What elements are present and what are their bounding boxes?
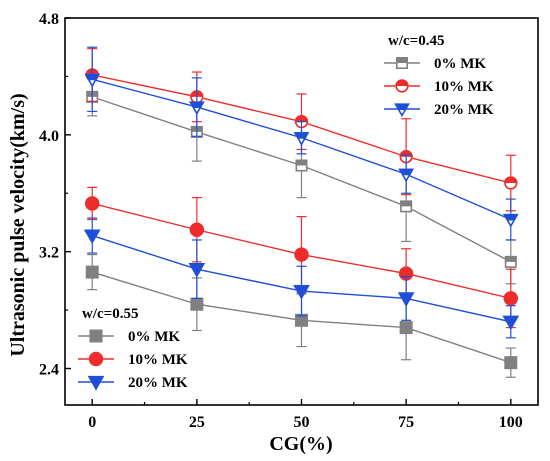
y-tick-label: 4.8 [39, 11, 59, 28]
data-point [398, 168, 415, 183]
legend-label: 20% MK [128, 375, 188, 391]
y-tick-label: 2.4 [39, 361, 59, 378]
data-point [502, 213, 519, 228]
legend-title: w/c=0.45 [388, 33, 444, 49]
x-tick-label: 0 [88, 414, 96, 431]
data-point [294, 247, 309, 262]
y-tick-label: 3.2 [39, 245, 59, 262]
data-point [399, 321, 413, 335]
data-point [188, 263, 206, 278]
x-axis-label: CG(%) [269, 433, 332, 455]
legend-item: 10% MK [384, 79, 494, 95]
legend-marker [395, 56, 408, 69]
data-point [84, 73, 101, 88]
legend-item: 0% MK [78, 329, 180, 345]
data-point [189, 222, 205, 237]
data-point [504, 356, 518, 370]
legend-label: 20% MK [434, 102, 494, 118]
legend-item: 20% MK [384, 102, 494, 118]
series-wc055-20mk [83, 217, 520, 339]
series-wc045-20mk [84, 46, 519, 241]
legend-label: 0% MK [434, 56, 486, 72]
legend-item: 0% MK [384, 56, 486, 72]
data-point [190, 297, 204, 311]
legends: w/c=0.45 0% MK 10% MK 20% MK w/c=0.55 0% MK 10… [78, 33, 494, 391]
legend-item: 20% MK [78, 375, 188, 391]
data-point [85, 265, 99, 279]
data-point [293, 284, 310, 300]
series-wc055-0mk [85, 253, 518, 378]
x-tick-label: 75 [398, 414, 414, 431]
y-tick-label: 4.0 [39, 128, 59, 145]
data-point [503, 291, 519, 306]
legend-wc055: w/c=0.55 0% MK 10% MK 20% MK [78, 306, 188, 391]
legend-item: 10% MK [78, 351, 188, 368]
data-point [84, 196, 100, 211]
legend-label: 10% MK [128, 352, 188, 368]
data-point [502, 315, 520, 331]
data-point [293, 132, 310, 146]
data-point [83, 229, 101, 245]
axes: 0 25 50 75 100 2.4 3.2 4.0 4.8 [39, 11, 539, 431]
legend-marker [89, 329, 103, 343]
data-point [188, 101, 205, 116]
legend-marker [87, 375, 105, 391]
data-point [295, 159, 308, 172]
legend-label: 0% MK [128, 329, 180, 345]
x-tick-label: 25 [189, 414, 205, 431]
y-axis-label: Ultrasonic pulse velocity(km/s) [7, 93, 29, 356]
data-point [397, 292, 415, 307]
series-layer [83, 46, 520, 378]
legend-label: 10% MK [434, 79, 494, 95]
legend-marker [394, 103, 410, 118]
data-point [400, 200, 413, 213]
legend-marker [88, 351, 104, 367]
x-tick-label: 100 [499, 414, 523, 431]
legend-title: w/c=0.55 [82, 306, 138, 322]
legend-wc045: w/c=0.45 0% MK 10% MK 20% MK [384, 33, 494, 118]
data-point [504, 255, 517, 268]
x-tick-label: 50 [294, 414, 310, 431]
legend-marker [395, 79, 409, 93]
data-point [504, 176, 518, 190]
